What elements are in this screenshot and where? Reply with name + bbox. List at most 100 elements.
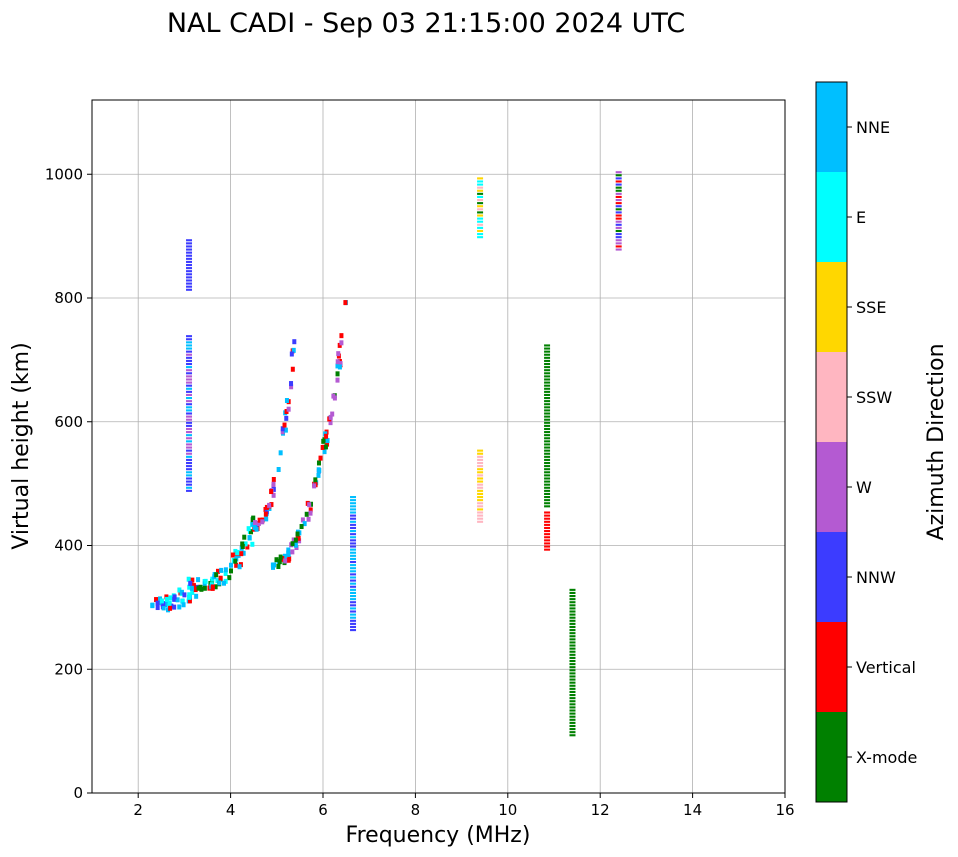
colorbar-label: Azimuth Direction [924,343,949,540]
trace-mark [186,263,193,267]
trace-mark [264,516,269,522]
trace-mark [615,208,622,211]
trace-mark [221,580,226,586]
trace-mark [615,242,622,245]
trace-mark [286,406,291,412]
trace-mark [569,598,576,601]
trace-mark [544,378,551,381]
trace-mark [227,575,232,581]
axes-frame [91,99,786,794]
trace-mark [248,529,253,535]
trace-mark [186,353,193,356]
colorbar-label-vertical: Vertical [856,658,916,677]
trace-mark [186,375,193,378]
trace-mark [338,361,343,367]
trace-mark [215,568,220,574]
trace-mark [569,607,576,610]
trace-mark [191,583,196,589]
trace-mark [569,625,576,629]
trace-mark [477,477,484,480]
trace-mark [477,211,484,214]
trace-mark [260,519,265,525]
y-tick-label: 800 [54,289,83,307]
trace-mark [339,333,344,339]
trace-mark [569,718,576,721]
trace-mark [187,594,192,600]
trace-mark [241,550,246,556]
trace-mark [308,507,313,513]
trace-mark [322,449,327,455]
trace-mark [569,681,576,684]
trace-mark [569,604,576,607]
trace-mark [257,517,262,523]
colorbar-frame [815,81,848,803]
trace-mark [544,486,551,489]
trace-mark [186,338,193,341]
trace-mark [320,444,325,450]
trace-mark [615,233,622,236]
colorbar: X-mode Vertical NNW W SSW SSE E NNE [815,81,917,803]
trace-mark [186,372,193,375]
trace-mark [477,177,484,180]
trace-mark [350,585,357,588]
trace-mark [186,273,193,276]
trace-mark [186,440,193,443]
trace-mark [276,467,281,473]
trace-mark [477,449,484,452]
trace-mark [477,202,484,205]
trace-mark [615,180,622,183]
trace-mark [186,415,193,418]
trace-mark [292,339,297,345]
trace-mark [343,300,348,306]
trace-mark [286,547,291,553]
trace-mark [193,587,198,593]
trace-mark [350,588,357,591]
trace-mark [168,605,173,611]
trace-mark [477,492,484,495]
trace-mark [569,601,576,604]
trace-mark [186,412,193,415]
y-tick-label: 1000 [45,165,83,183]
trace-mark [615,183,622,186]
trace-mark [335,377,340,383]
trace-mark [569,712,576,715]
trace-mark [569,619,576,622]
trace-mark [290,541,295,547]
trace-mark [223,567,228,573]
trace-mark [186,449,193,452]
trace-mark [240,544,245,550]
trace-mark [312,483,317,489]
trace-mark [615,202,622,205]
trace-mark [253,520,258,526]
trace-mark [544,440,551,443]
trace-mark [264,504,269,510]
trace-mark [269,502,274,508]
trace-mark [544,344,551,347]
trace-mark [274,557,279,563]
trace-mark [477,465,484,468]
trace-mark [165,607,170,613]
trace-mark [186,384,193,387]
trace-mark [350,542,357,545]
trace-mark [544,539,551,542]
trace-mark [350,567,357,570]
trace-mark [302,521,307,527]
trace-mark [615,177,622,180]
trace-mark [155,600,160,606]
colorbar-swatch [816,352,847,442]
trace-mark [186,260,193,263]
trace-mark [569,706,576,709]
trace-mark [186,474,193,477]
trace-mark [190,577,195,583]
trace-mark [569,690,576,693]
trace-mark [168,595,173,601]
trace-mark [283,427,288,433]
y-tick-label: 0 [73,784,83,802]
trace-mark [350,610,357,613]
trace-mark [350,573,357,576]
trace-mark [350,622,357,625]
trace-mark [477,199,484,202]
trace-mark [250,541,255,547]
trace-mark [196,585,201,591]
trace-mark [569,734,576,737]
